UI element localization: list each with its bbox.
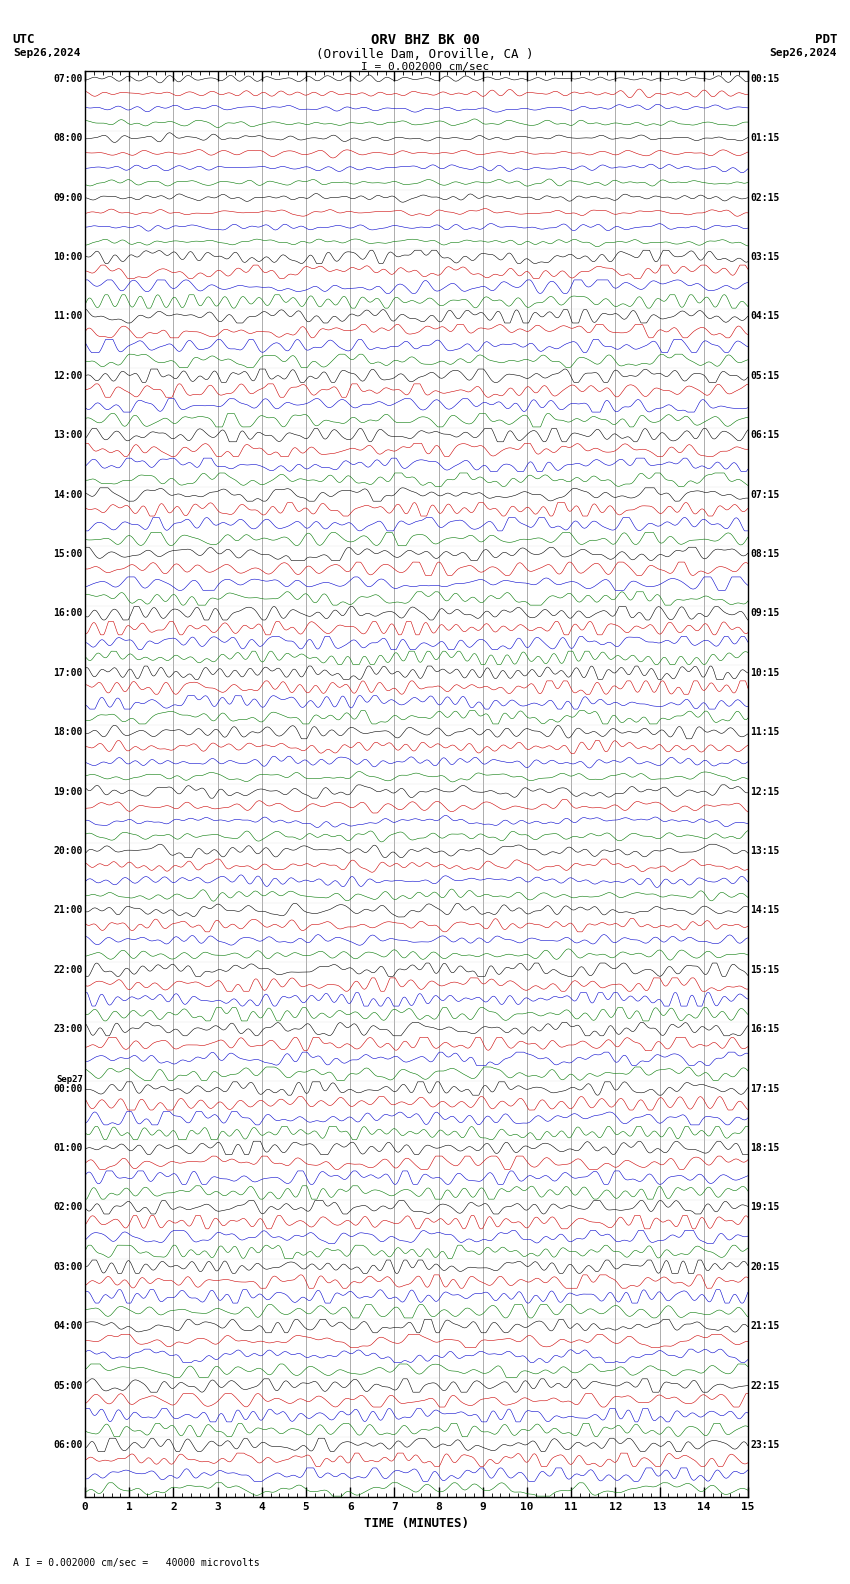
Text: UTC: UTC	[13, 33, 35, 46]
Text: 11:15: 11:15	[751, 727, 779, 737]
Text: 08:00: 08:00	[54, 133, 82, 143]
Text: 21:00: 21:00	[54, 906, 82, 916]
Text: 19:00: 19:00	[54, 787, 82, 797]
Text: 03:15: 03:15	[751, 252, 779, 261]
Text: 07:15: 07:15	[751, 489, 779, 499]
Text: Sep26,2024: Sep26,2024	[13, 48, 80, 57]
Text: 13:15: 13:15	[751, 846, 779, 855]
Text: (Oroville Dam, Oroville, CA ): (Oroville Dam, Oroville, CA )	[316, 48, 534, 60]
Text: 18:15: 18:15	[751, 1144, 779, 1153]
Text: 10:15: 10:15	[751, 668, 779, 678]
Text: 02:00: 02:00	[54, 1202, 82, 1212]
Text: 06:15: 06:15	[751, 431, 779, 440]
Text: 12:15: 12:15	[751, 787, 779, 797]
Text: 00:00: 00:00	[54, 1083, 82, 1093]
Text: 15:00: 15:00	[54, 550, 82, 559]
Text: 22:15: 22:15	[751, 1381, 779, 1391]
Text: 20:00: 20:00	[54, 846, 82, 855]
Text: 09:15: 09:15	[751, 608, 779, 618]
Text: PDT: PDT	[815, 33, 837, 46]
Text: 20:15: 20:15	[751, 1262, 779, 1272]
Text: 06:00: 06:00	[54, 1440, 82, 1449]
Text: A I = 0.002000 cm/sec =   40000 microvolts: A I = 0.002000 cm/sec = 40000 microvolts	[13, 1559, 259, 1568]
Text: 01:00: 01:00	[54, 1144, 82, 1153]
Text: 03:00: 03:00	[54, 1262, 82, 1272]
Text: 17:15: 17:15	[751, 1083, 779, 1093]
Text: 14:00: 14:00	[54, 489, 82, 499]
Text: 18:00: 18:00	[54, 727, 82, 737]
Text: ORV BHZ BK 00: ORV BHZ BK 00	[371, 33, 479, 48]
Text: 05:00: 05:00	[54, 1381, 82, 1391]
Text: Sep27: Sep27	[56, 1076, 82, 1083]
Text: 16:00: 16:00	[54, 608, 82, 618]
Text: 22:00: 22:00	[54, 965, 82, 974]
Text: 23:15: 23:15	[751, 1440, 779, 1449]
Text: Sep26,2024: Sep26,2024	[770, 48, 837, 57]
Text: 14:15: 14:15	[751, 906, 779, 916]
Text: 05:15: 05:15	[751, 371, 779, 380]
Text: 04:15: 04:15	[751, 312, 779, 322]
Text: 11:00: 11:00	[54, 312, 82, 322]
Text: 04:00: 04:00	[54, 1321, 82, 1331]
Text: 09:00: 09:00	[54, 193, 82, 203]
Text: 16:15: 16:15	[751, 1025, 779, 1034]
Text: 07:00: 07:00	[54, 74, 82, 84]
Text: 12:00: 12:00	[54, 371, 82, 380]
Text: 17:00: 17:00	[54, 668, 82, 678]
Text: 15:15: 15:15	[751, 965, 779, 974]
Text: 13:00: 13:00	[54, 431, 82, 440]
Text: 10:00: 10:00	[54, 252, 82, 261]
X-axis label: TIME (MINUTES): TIME (MINUTES)	[364, 1517, 469, 1530]
Text: I = 0.002000 cm/sec: I = 0.002000 cm/sec	[361, 62, 489, 71]
Text: 08:15: 08:15	[751, 550, 779, 559]
Text: 02:15: 02:15	[751, 193, 779, 203]
Text: 19:15: 19:15	[751, 1202, 779, 1212]
Text: 23:00: 23:00	[54, 1025, 82, 1034]
Text: 01:15: 01:15	[751, 133, 779, 143]
Text: 00:15: 00:15	[751, 74, 779, 84]
Text: 21:15: 21:15	[751, 1321, 779, 1331]
